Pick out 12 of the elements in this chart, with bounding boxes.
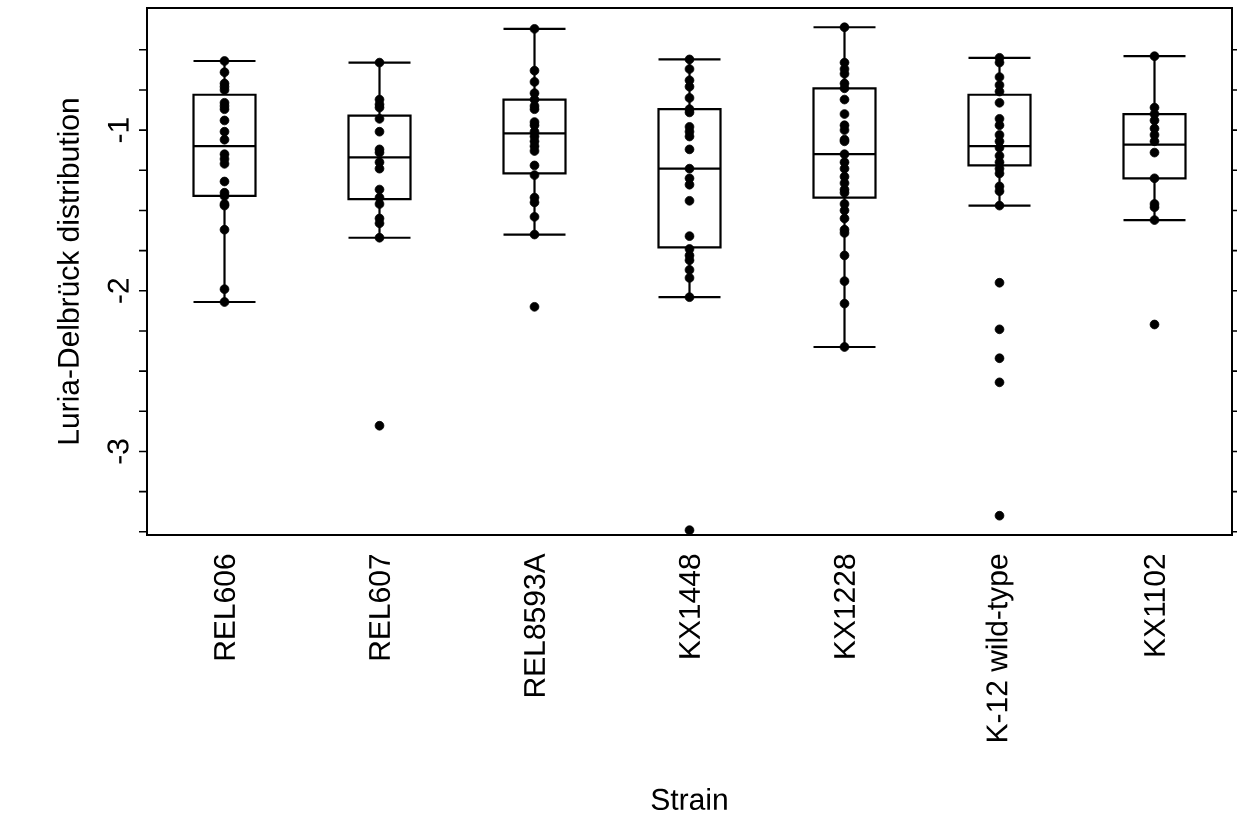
y-axis-title: Luria-Delbrück distribution xyxy=(56,99,79,444)
y-tick-label: -2 xyxy=(107,278,129,303)
x-tick-label: REL606 xyxy=(213,554,236,660)
y-tick-label: -1 xyxy=(107,118,129,143)
x-axis-title: Strain xyxy=(651,787,727,810)
x-tick-label: KX1228 xyxy=(833,554,856,658)
x-tick-label: KX1448 xyxy=(678,554,701,658)
x-tick-label: REL607 xyxy=(368,554,391,660)
y-tick-label: -3 xyxy=(107,439,129,464)
x-tick-label: REL8593A xyxy=(523,553,546,697)
x-tick-label: KX1102 xyxy=(1143,554,1166,656)
x-tick-label: K-12 wild-type xyxy=(985,554,1014,742)
